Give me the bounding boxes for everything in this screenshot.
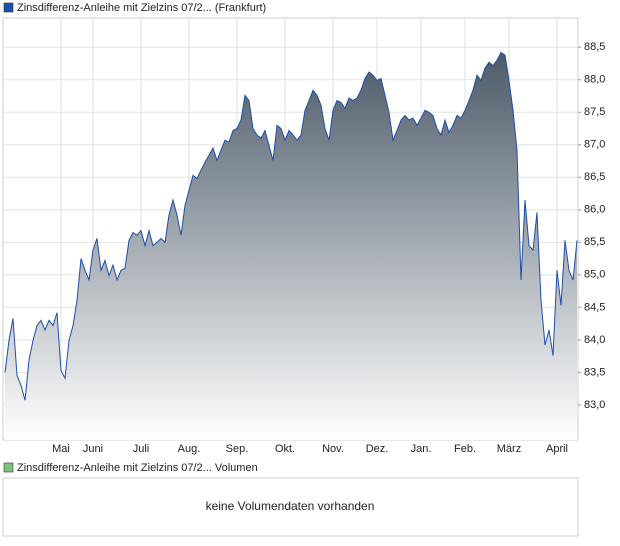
x-tick-label: Juni <box>83 443 103 455</box>
y-tick-label: 86,0 <box>584 204 605 216</box>
no-data-message: keine Volumendaten vorhanden <box>206 499 375 513</box>
y-tick-label: 85,5 <box>584 236 605 248</box>
y-tick-label: 83,0 <box>584 399 605 411</box>
x-tick-label: Mai <box>52 443 70 455</box>
x-tick-label: März <box>497 443 521 455</box>
x-tick-label: Nov. <box>322 443 344 455</box>
y-tick-label: 85,0 <box>584 269 605 281</box>
legend-label: Zinsdifferenz-Anleihe mit Zielzins 07/2.… <box>17 462 258 474</box>
y-tick-label: 88,5 <box>584 41 605 53</box>
x-tick-label: Okt. <box>275 443 295 455</box>
x-tick-label: Feb. <box>454 443 476 455</box>
legend-swatch <box>3 462 14 473</box>
y-tick-label: 87,0 <box>584 139 605 151</box>
price-line <box>4 51 578 401</box>
legend-swatch <box>3 2 14 13</box>
x-tick-label: Jan. <box>411 443 432 455</box>
y-tick-label: 83,5 <box>584 366 605 378</box>
y-tick-label: 84,5 <box>584 301 605 313</box>
x-tick-label: Aug. <box>178 443 201 455</box>
price-area <box>5 52 577 440</box>
y-tick-label: 86,5 <box>584 171 605 183</box>
volume-frame <box>2 477 579 537</box>
y-tick-label: 88,0 <box>584 74 605 86</box>
x-tick-label: April <box>546 443 568 455</box>
y-tick-label: 87,5 <box>584 106 605 118</box>
x-tick-label: Juli <box>133 443 150 455</box>
x-tick-label: Sep. <box>226 443 249 455</box>
y-tick-label: 84,0 <box>584 334 605 346</box>
legend-label: Zinsdifferenz-Anleihe mit Zielzins 07/2.… <box>17 2 266 14</box>
x-tick-label: Dez. <box>366 443 389 455</box>
